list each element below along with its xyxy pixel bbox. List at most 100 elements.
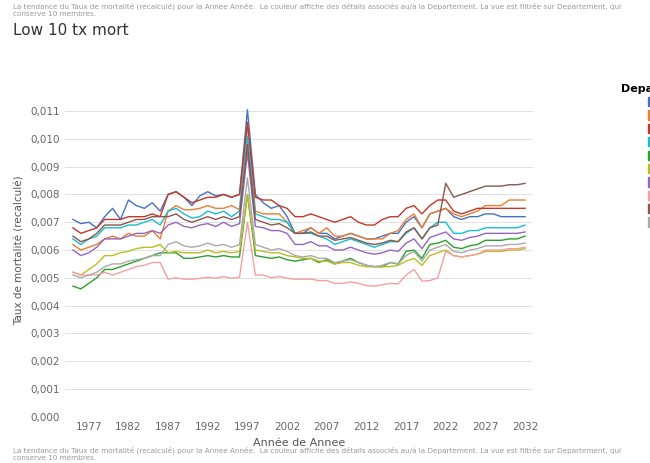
92 (180, 224, 188, 229)
Text: Low 10 tx mort: Low 10 tx mort (13, 23, 129, 38)
Line: 95: 95 (73, 178, 525, 278)
78 (180, 256, 188, 261)
Line: 01: 01 (73, 110, 525, 239)
94 (370, 242, 378, 247)
38 (244, 122, 252, 128)
91 (77, 272, 85, 278)
93 (69, 269, 77, 275)
Line: 77: 77 (73, 136, 525, 247)
95 (505, 242, 513, 247)
77 (465, 228, 473, 233)
77 (505, 225, 513, 231)
91 (505, 247, 513, 253)
93 (465, 253, 473, 258)
91 (418, 263, 426, 268)
74 (505, 206, 513, 211)
78 (77, 286, 85, 292)
Line: 93: 93 (73, 222, 525, 286)
38 (386, 231, 394, 236)
Y-axis label: Taux de mortalité (recalculé): Taux de mortalité (recalculé) (15, 175, 25, 325)
77 (180, 211, 188, 217)
78 (386, 260, 394, 265)
74 (521, 206, 529, 211)
92 (505, 231, 513, 236)
91 (521, 246, 529, 251)
78 (418, 256, 426, 261)
38 (465, 211, 473, 217)
91 (465, 253, 473, 258)
74 (418, 211, 426, 217)
01 (331, 236, 339, 242)
77 (521, 222, 529, 228)
01 (172, 189, 180, 194)
Line: 78: 78 (73, 194, 525, 289)
92 (386, 247, 394, 253)
78 (244, 192, 252, 197)
38 (521, 197, 529, 203)
74 (386, 214, 394, 219)
93 (370, 283, 378, 289)
92 (244, 150, 252, 156)
95 (418, 258, 426, 264)
38 (77, 247, 85, 253)
94 (69, 233, 77, 239)
77 (386, 239, 394, 244)
38 (505, 197, 513, 203)
93 (521, 244, 529, 250)
95 (180, 243, 188, 249)
77 (69, 236, 77, 242)
01 (180, 194, 188, 200)
38 (180, 207, 188, 213)
95 (188, 244, 196, 250)
94 (172, 211, 180, 217)
92 (465, 235, 473, 240)
91 (386, 264, 394, 269)
77 (370, 244, 378, 250)
74 (69, 225, 77, 231)
93 (172, 275, 180, 281)
91 (188, 250, 196, 256)
94 (244, 142, 252, 147)
Text: La tendance du Taux de mortalité (recalculé) pour la Annee Année.  La couleur af: La tendance du Taux de mortalité (recalc… (13, 2, 621, 17)
Line: 74: 74 (73, 122, 525, 233)
93 (505, 246, 513, 251)
Line: 92: 92 (73, 153, 525, 256)
91 (180, 250, 188, 256)
78 (69, 283, 77, 289)
38 (188, 207, 196, 213)
91 (69, 269, 77, 275)
78 (521, 233, 529, 239)
Line: 91: 91 (73, 194, 525, 275)
Line: 38: 38 (73, 125, 525, 250)
93 (418, 278, 426, 284)
92 (188, 225, 196, 231)
94 (505, 182, 513, 188)
01 (521, 214, 529, 219)
95 (386, 260, 394, 265)
01 (244, 107, 252, 113)
95 (465, 247, 473, 253)
38 (69, 242, 77, 247)
77 (172, 206, 180, 211)
78 (188, 256, 196, 261)
95 (521, 240, 529, 246)
01 (418, 225, 426, 231)
94 (465, 189, 473, 194)
01 (465, 214, 473, 219)
94 (180, 217, 188, 222)
93 (180, 276, 188, 282)
94 (521, 181, 529, 186)
94 (386, 238, 394, 243)
92 (69, 247, 77, 253)
01 (69, 217, 77, 222)
77 (244, 133, 252, 139)
95 (77, 275, 85, 281)
38 (418, 225, 426, 231)
Legend: 01, 38, 74, 77, 78, 91, 92, 93, 94, 95: 01, 38, 74, 77, 78, 91, 92, 93, 94, 95 (619, 82, 650, 230)
92 (418, 246, 426, 251)
95 (244, 175, 252, 181)
74 (180, 194, 188, 200)
Line: 94: 94 (73, 144, 525, 244)
Text: La tendance du Taux de mortalité (recalculé) pour la Annee Année.  La couleur af: La tendance du Taux de mortalité (recalc… (13, 446, 621, 461)
78 (505, 236, 513, 242)
